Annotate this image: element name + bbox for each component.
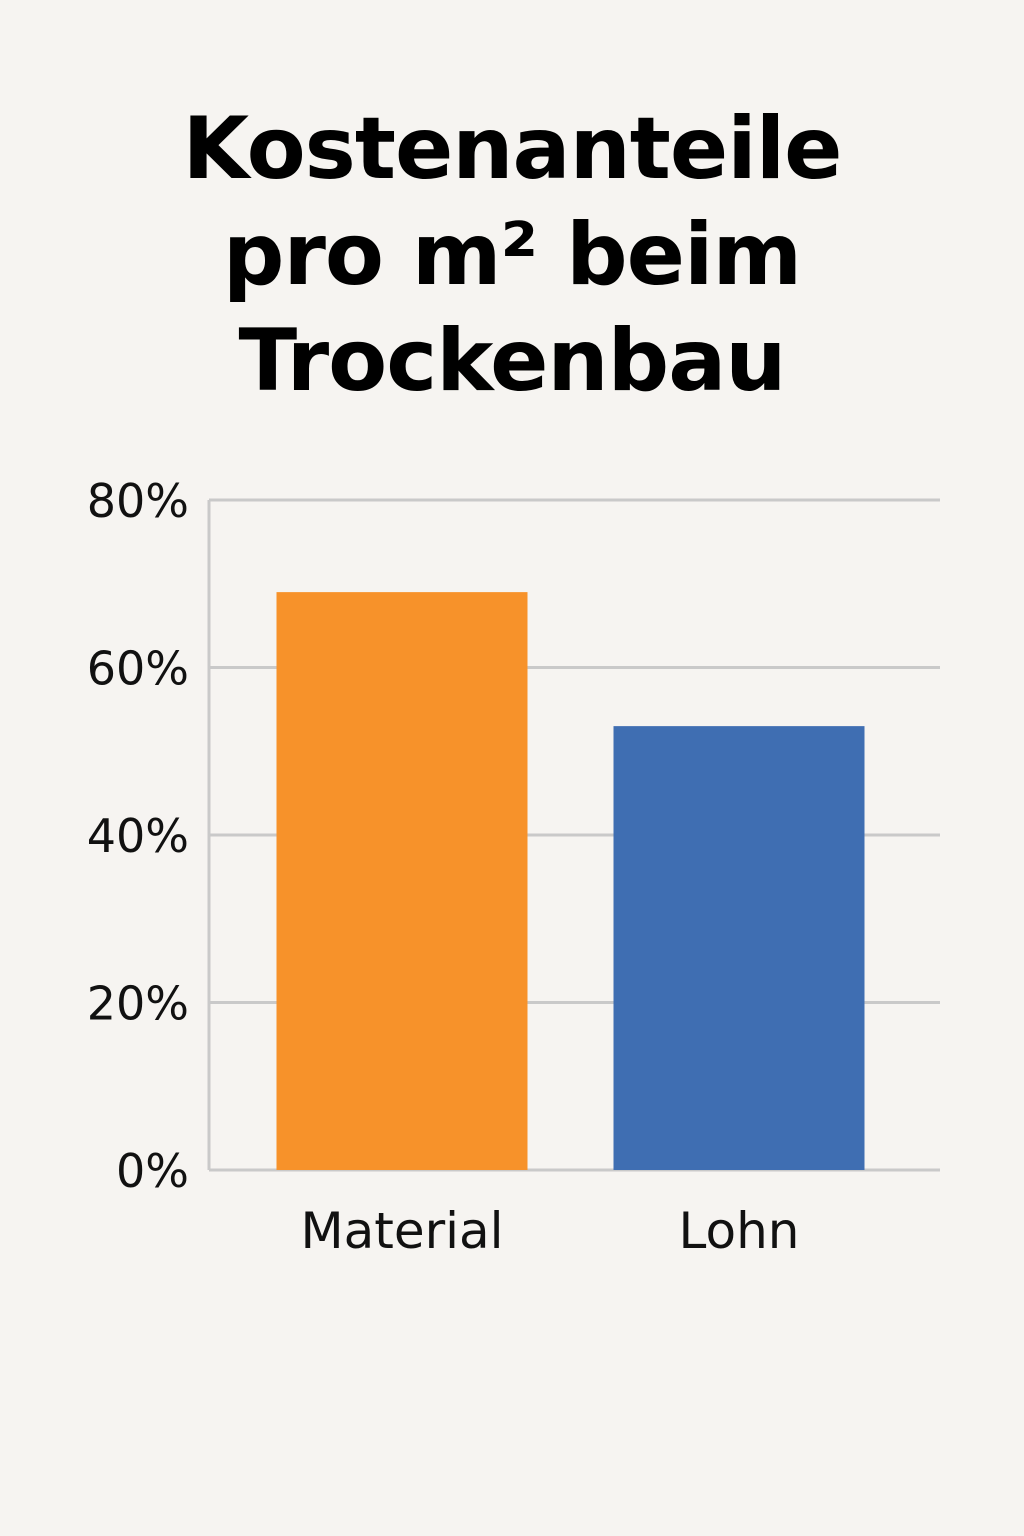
y-tick-label-80: 80%	[87, 474, 189, 528]
chart-title-line-2: pro m² beim	[222, 205, 802, 305]
chart-title: Kostenanteile pro m² beim Trockenbau	[0, 96, 1024, 414]
x-tick-label-lohn: Lohn	[679, 1202, 800, 1260]
bar-material	[276, 592, 528, 1170]
bar-lohn	[613, 726, 865, 1170]
y-tick-label-20: 20%	[87, 977, 189, 1031]
y-tick-label-60: 60%	[87, 642, 189, 696]
chart-title-line-1: Kostenanteile	[182, 99, 842, 199]
y-tick-label-0: 0%	[116, 1144, 189, 1198]
bars	[276, 592, 865, 1170]
x-axis-labels: Material Lohn	[300, 1202, 799, 1260]
chart-title-line-3: Trockenbau	[238, 311, 787, 411]
y-axis-ticks: 0% 20% 40% 60% 80%	[87, 474, 189, 1198]
y-tick-label-40: 40%	[87, 809, 189, 863]
x-tick-label-material: Material	[300, 1202, 503, 1260]
